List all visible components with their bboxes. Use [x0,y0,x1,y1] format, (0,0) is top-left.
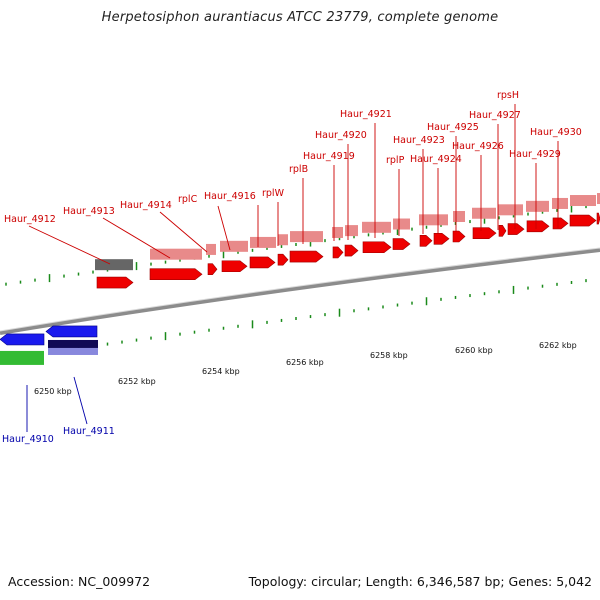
genome-summary-text: Topology: circular; Length: 6,346,587 bp… [248,574,592,589]
forward-gene-arrow [507,223,525,235]
forward-gene-arrow [221,260,248,273]
reverse-gene-label: Haur_4910 [2,434,54,445]
gene-band-segment [220,240,248,252]
forward-gene-arrow [552,217,569,230]
gene-band-segment [250,236,276,248]
gene-band-segment [290,231,323,243]
gene-band-segment [597,193,600,205]
gene-band-segment [526,200,549,212]
forward-gene-label: Haur_4926 [452,141,504,152]
forward-gene-label: Haur_4923 [393,135,445,146]
forward-gene-arrow [472,227,497,239]
gene-green-segment [0,350,44,365]
gene-band-segment [393,218,410,230]
axis-tick-label: 6254 kbp [202,367,240,376]
axis-tick-label: 6250 kbp [34,387,72,396]
gene-dark-segment [95,259,133,271]
forward-gene-label: Haur_4912 [4,214,56,225]
forward-gene-arrow [289,250,324,263]
forward-gene-arrow [498,225,507,237]
forward-gene-label: Haur_4925 [427,122,479,133]
gene-band-segment [362,221,391,233]
axis-tick-label: 6256 kbp [286,358,324,367]
reverse-gene-arrow [0,333,45,346]
axis-tick-label: 6262 kbp [539,341,577,350]
gene-reverse-dark-segment [48,339,98,348]
accession-text: Accession: NC_009972 [8,574,151,589]
label-leader-line [159,211,208,253]
forward-gene-label: Haur_4930 [530,127,582,138]
forward-gene-arrow [392,238,411,250]
forward-gene-label: rplC [178,194,198,205]
forward-gene-arrow [277,253,289,266]
label-leader-line [102,217,171,259]
forward-gene-label: Haur_4924 [410,154,462,165]
forward-gene-arrow [96,276,134,289]
gene-band-segment [419,214,448,226]
reverse-gene-label: Haur_4911 [63,426,115,437]
forward-gene-arrow [362,241,392,254]
forward-gene-label: rplB [289,164,308,175]
forward-gene-label: Haur_4920 [315,130,367,141]
forward-gene-arrow [452,230,466,243]
reverse-gene-arrow [45,325,98,338]
forward-gene-arrow [526,220,550,233]
forward-gene-label: Haur_4916 [204,191,256,202]
gene-band-segment [206,243,216,255]
forward-gene-arrow [249,256,276,269]
label-leader-line [28,225,111,265]
forward-gene-label: rplP [386,155,405,166]
gene-band-segment [453,210,465,222]
forward-gene-arrow [344,244,359,257]
gene-labels: Haur_4912 Haur_4913 Haur_4914 rplC Haur_4916… [2,90,582,445]
label-leader-line [217,205,231,251]
forward-gene-label: Haur_4929 [509,149,561,160]
forward-gene-arrow [569,214,597,227]
forward-gene-arrow [596,212,600,225]
forward-gene-arrow [207,263,218,276]
forward-gene-label: rpsH [497,90,519,101]
gene-band-segment [345,225,358,237]
forward-gene-arrow [419,235,433,247]
forward-gene-label: Haur_4919 [303,151,355,162]
label-leader-line [73,376,88,425]
axis-tick-label: 6258 kbp [370,351,408,360]
gene-band-segment [150,248,202,260]
gene-reverse-light-segment [48,347,98,355]
gene-band-segment [278,234,288,246]
gene-band-segment [332,226,343,238]
forward-gene-arrow [433,232,450,245]
forward-gene-arrow [149,268,203,280]
forward-gene-label: Haur_4914 [120,200,172,211]
axis-tick-label: 6260 kbp [455,346,493,355]
genome-title: Herpetosiphon aurantiacus ATCC 23779, co… [101,10,499,25]
forward-gene-label: rplW [262,188,285,199]
gene-band-segment [570,195,596,207]
axis-tick-label: 6252 kbp [118,377,156,386]
forward-gene-label: Haur_4927 [469,110,521,121]
gene-band-segment [472,207,496,219]
gene-band-segment [498,204,523,216]
genome-backbone [0,248,600,335]
gene-features [0,193,600,365]
gene-band-segment [552,197,568,209]
forward-gene-label: Haur_4913 [63,206,115,217]
axis-labels: 6250 kbp 6252 kbp 6254 kbp 6256 kbp 6258 kbp… [34,341,577,396]
forward-gene-arrow [332,246,344,259]
forward-gene-label: Haur_4921 [340,109,392,120]
label-leader-lines [26,104,559,432]
